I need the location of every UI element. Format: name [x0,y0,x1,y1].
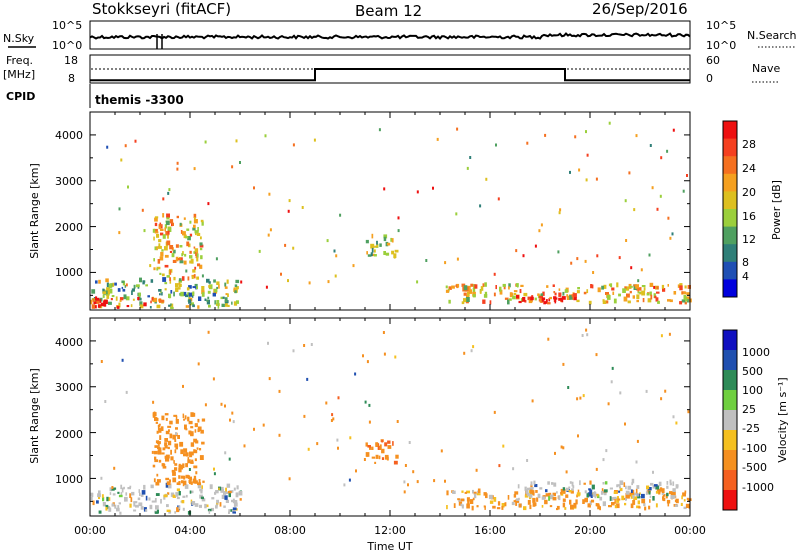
vel-ytick-1000: 1000 [55,473,83,486]
velocity-colorbar [723,330,737,511]
velocity-panel: Slant Range [km] 4000 3000 2000 1000 100… [28,317,789,517]
power-cbar-tick-4: 4 [742,270,749,283]
power-cbar-tick-20: 20 [742,186,756,199]
vel-ytick-4000: 4000 [55,336,83,349]
freq-tick-bottom: 8 [68,72,75,85]
beam-label: Beam 12 [355,2,422,20]
power-ylabel: Slant Range [km] [28,163,41,259]
nsearch-label: N.Search [747,29,797,42]
power-ytick-4000: 4000 [55,129,83,142]
nsearch-tick-top: 10^5 [706,19,736,32]
nave-label: Nave [752,62,780,75]
power-ytick-2000: 2000 [55,221,83,234]
power-cbar-tick-24: 24 [742,162,756,175]
xtick-0400: 04:00 [174,524,206,537]
vel-ytick-3000: 3000 [55,381,83,394]
velocity-data-cells [90,328,692,515]
power-data-cells [90,121,692,309]
vel-cbar-tick-25: 25 [742,403,756,416]
nsky-tick-top: 10^5 [52,19,82,32]
plot-title: Stokkseyri (fitACF) [92,0,231,18]
power-colorbar [723,121,737,298]
vel-cbar-tick-1000: 1000 [742,346,770,359]
xtick-2400: 00:00 [674,524,706,537]
power-cbar-label: Power [dB] [770,180,783,240]
power-cbar-tick-12: 12 [742,233,756,246]
xtick-2000: 20:00 [574,524,606,537]
date-label: 26/Sep/2016 [592,0,688,18]
vel-ytick-2000: 2000 [55,428,83,441]
power-ytick-3000: 3000 [55,175,83,188]
xtick-0800: 08:00 [274,524,306,537]
xtick-1600: 16:00 [474,524,506,537]
nave-tick-bottom: 0 [706,72,713,85]
cpid-label: CPID [6,90,35,103]
vel-cbar-tick-m25: -25 [742,422,760,435]
nsky-label: N.Sky [3,32,35,45]
cpid-strip: CPID themis -3300 [6,84,184,108]
vel-cbar-tick-m1000: -1000 [742,481,774,494]
velocity-cbar-label: Velocity [m s⁻¹] [776,377,789,462]
xtick-0000: 00:00 [74,524,106,537]
freq-label: Freq. [6,54,33,67]
nsky-tick-bottom: 10^0 [52,39,82,52]
freq-tick-top: 18 [64,54,78,67]
mhz-label: [MHz] [3,68,35,81]
power-cbar-tick-16: 16 [742,210,756,223]
power-cbar-tick-28: 28 [742,138,756,151]
cpid-value: themis -3300 [95,93,184,107]
x-axis: 00:00 04:00 08:00 12:00 16:00 20:00 00:0… [74,524,706,553]
freq-series [90,68,690,82]
nsky-strip: N.Sky 10^5 10^0 10^5 10^0 N.Search [3,19,797,52]
vel-cbar-tick-m100: -100 [742,442,767,455]
power-ytick-1000: 1000 [55,266,83,279]
nsky-series [89,32,691,40]
power-cbar-tick-8: 8 [742,256,749,269]
xlabel: Time UT [366,540,412,553]
freq-strip: Freq. [MHz] 18 8 60 0 Nave [3,54,780,85]
velocity-ylabel: Slant Range [km] [28,368,41,464]
vel-cbar-tick-100: 100 [742,384,763,397]
vel-cbar-tick-500: 500 [742,365,763,378]
power-panel: Slant Range [km] 4000 3000 2000 1000 28 … [28,111,783,311]
nsearch-tick-bottom: 10^0 [706,39,736,52]
nave-tick-top: 60 [706,54,720,67]
xtick-1200: 12:00 [374,524,406,537]
vel-cbar-tick-m500: -500 [742,461,767,474]
